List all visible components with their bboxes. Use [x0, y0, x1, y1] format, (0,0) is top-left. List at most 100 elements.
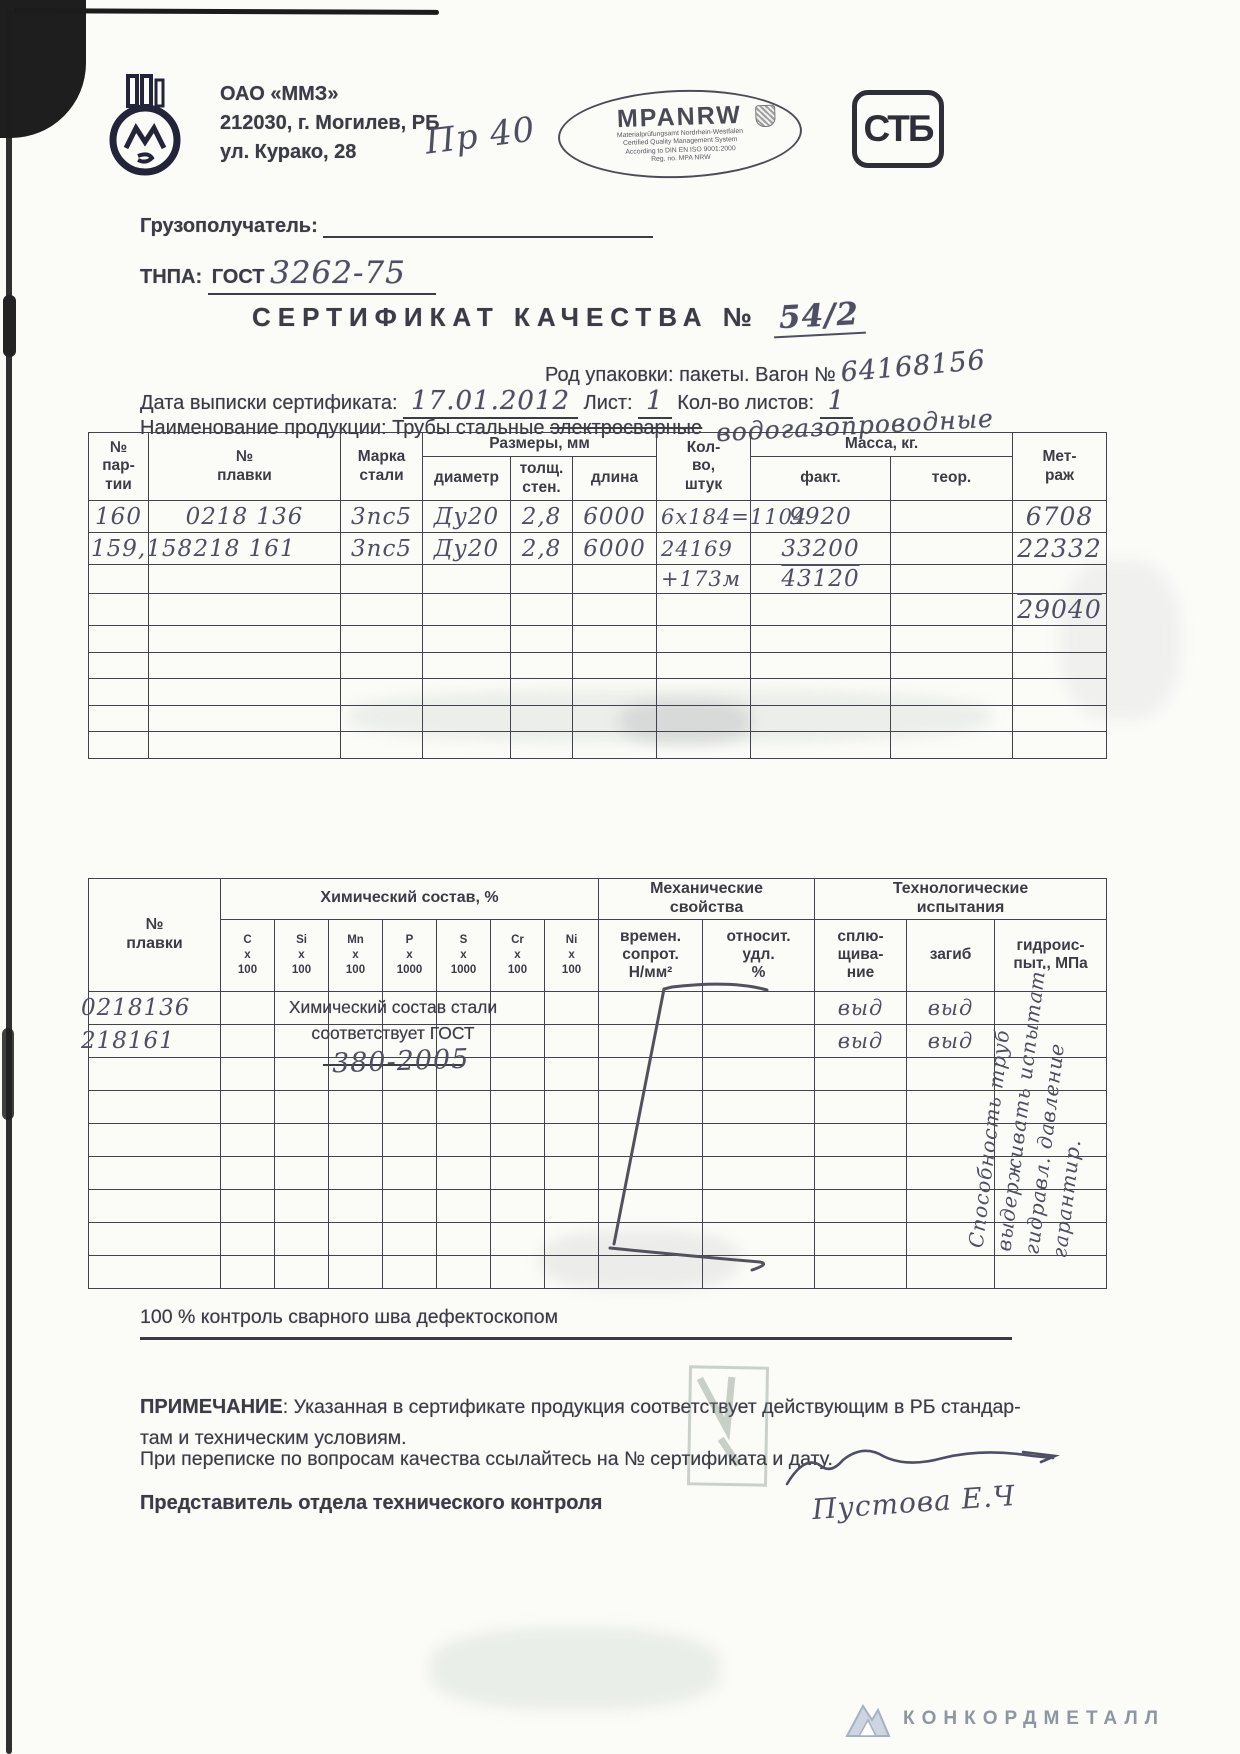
table-cell	[148, 678, 341, 706]
table-cell	[490, 1089, 545, 1124]
table-cell: 159,158	[88, 532, 192, 565]
chemistry-table-body: 0218136 выд выд 218161 выд выд	[81, 990, 1108, 1289]
footer-brand-block: КОНКОРДМЕТАЛЛ	[845, 1700, 1165, 1738]
table-cell	[340, 678, 423, 706]
table-cell	[340, 625, 423, 653]
sheet-value-handwritten: 1	[646, 386, 664, 416]
company-address-line2: ул. Курако, 28	[220, 141, 357, 163]
wagon-number-handwritten: 64168156	[839, 344, 988, 389]
table-cell	[490, 1155, 545, 1190]
col-header-mech: Механические свойства	[598, 878, 816, 920]
faint-stamp-mark	[686, 1365, 770, 1487]
table-row: +173м 43120	[88, 564, 1108, 594]
table-cell	[1012, 651, 1108, 679]
chemistry-table: № плавки Химический состав, % Механическ…	[81, 878, 1108, 1289]
handwritten-slash-mark	[608, 982, 769, 1272]
table-cell	[889, 731, 1014, 759]
table-cell: 6000	[572, 500, 657, 533]
col-header-elongation: относит. удл. %	[702, 918, 816, 992]
table-cell	[328, 1089, 383, 1124]
col-header-qty: Кол- во, штук	[656, 432, 751, 501]
consignee-label: Грузополучатель:	[140, 215, 318, 237]
table-cell	[543, 1089, 600, 1124]
table-cell	[490, 990, 545, 1025]
sheets-count-value-handwritten: 1	[827, 386, 846, 416]
table-cell	[340, 593, 423, 626]
table-cell: 2,8	[510, 532, 573, 565]
table-cell	[88, 1254, 221, 1289]
table-row: 218161 выд выд	[81, 1023, 1108, 1058]
table-cell	[436, 1089, 491, 1124]
table-cell	[598, 1254, 704, 1289]
table-cell	[88, 1056, 221, 1091]
sheets-count-label: Кол-во листов:	[677, 392, 815, 414]
table-cell	[220, 1188, 275, 1223]
table-cell	[1012, 678, 1108, 706]
table-cell	[750, 625, 891, 653]
table-cell	[88, 625, 149, 653]
table-cell	[994, 1056, 1108, 1091]
table-cell	[490, 1254, 545, 1289]
table-cell	[148, 731, 341, 759]
table-cell	[994, 990, 1108, 1025]
table-row	[88, 1056, 1108, 1091]
mpa-stamp-line: Reg. no. MPA NRW	[651, 153, 711, 164]
table-cell	[382, 1023, 437, 1058]
table-row: 29040	[88, 593, 1108, 626]
table-cell: выд	[906, 990, 996, 1025]
table-cell	[422, 678, 511, 706]
konkord-triangle-icon	[845, 1704, 891, 1737]
table-cell	[543, 990, 600, 1025]
chem-composition-note: Химический состав стали соответствует ГО…	[248, 994, 538, 1073]
table-cell	[436, 1221, 491, 1256]
table-cell	[656, 593, 751, 626]
mpa-nrw-stamp: MPANRW Materialprüfungsamt Nordrhein-Wes…	[556, 85, 804, 183]
table-cell	[994, 1254, 1108, 1289]
table-cell: 218161	[81, 1023, 221, 1058]
table-cell	[382, 1122, 437, 1157]
col-header-sizes: Размеры, мм	[422, 432, 657, 457]
table-cell	[889, 500, 1014, 533]
table-cell	[814, 1221, 908, 1256]
table-cell	[88, 593, 149, 626]
sheet-label: Лист:	[583, 392, 633, 414]
table-cell	[382, 1188, 437, 1223]
date-value-handwritten: 17.01.2012	[411, 386, 571, 416]
table-cell	[490, 1188, 545, 1223]
table-row	[88, 1122, 1108, 1157]
table-cell: 9920	[750, 500, 891, 533]
table-cell: 24169	[656, 532, 751, 565]
table-cell	[422, 731, 511, 759]
table-cell	[598, 990, 704, 1025]
table-cell	[436, 1155, 491, 1190]
table-cell	[906, 1221, 996, 1256]
table-row: 0218136 выд выд	[81, 990, 1108, 1025]
table-cell: 218 161	[148, 532, 341, 565]
col-header-length: длина	[572, 456, 657, 501]
col-header-bend: загиб	[906, 918, 996, 992]
scan-smudge	[430, 1628, 720, 1710]
table-cell	[750, 704, 891, 732]
table-cell	[598, 1122, 704, 1157]
table-cell	[510, 704, 573, 732]
stb-certification-logo: СТБ	[852, 90, 944, 168]
table-cell	[510, 651, 573, 679]
table-cell	[598, 1089, 704, 1124]
mmz-logo-icon	[100, 72, 190, 180]
table-cell	[889, 678, 1014, 706]
packing-label: Род упаковки: пакеты. Вагон №	[545, 364, 836, 386]
table-row	[88, 1155, 1108, 1190]
table-cell	[422, 625, 511, 653]
table-cell	[88, 1089, 221, 1124]
table-cell	[510, 564, 573, 594]
table-cell: 29040	[1012, 593, 1108, 626]
table-row	[88, 625, 1108, 653]
signature-scribble	[785, 1449, 1060, 1486]
table-cell	[328, 1023, 383, 1058]
remark-text: : Указанная в сертификате продукция соот…	[140, 1396, 1021, 1450]
table-cell	[328, 1188, 383, 1223]
table-cell	[490, 1122, 545, 1157]
table-cell	[328, 1056, 383, 1091]
weld-underline	[140, 1337, 1012, 1340]
scan-blob-artifact	[2, 1028, 14, 1120]
